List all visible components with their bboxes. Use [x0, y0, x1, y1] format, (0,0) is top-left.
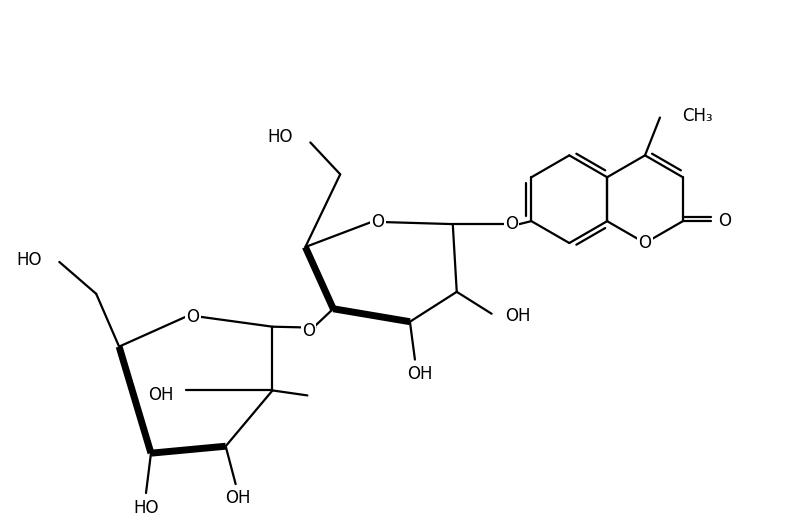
Text: O: O: [372, 213, 384, 231]
Text: OH: OH: [225, 489, 250, 507]
Text: O: O: [186, 308, 200, 326]
Text: OH: OH: [407, 364, 432, 383]
Text: O: O: [718, 212, 731, 230]
Text: HO: HO: [16, 251, 41, 269]
Text: O: O: [638, 234, 652, 252]
Text: HO: HO: [267, 128, 293, 146]
Text: O: O: [302, 322, 315, 339]
Text: OH: OH: [506, 307, 531, 325]
Text: HO: HO: [133, 499, 159, 517]
Text: OH: OH: [148, 387, 174, 404]
Text: CH₃: CH₃: [682, 106, 712, 125]
Text: O: O: [505, 215, 518, 233]
